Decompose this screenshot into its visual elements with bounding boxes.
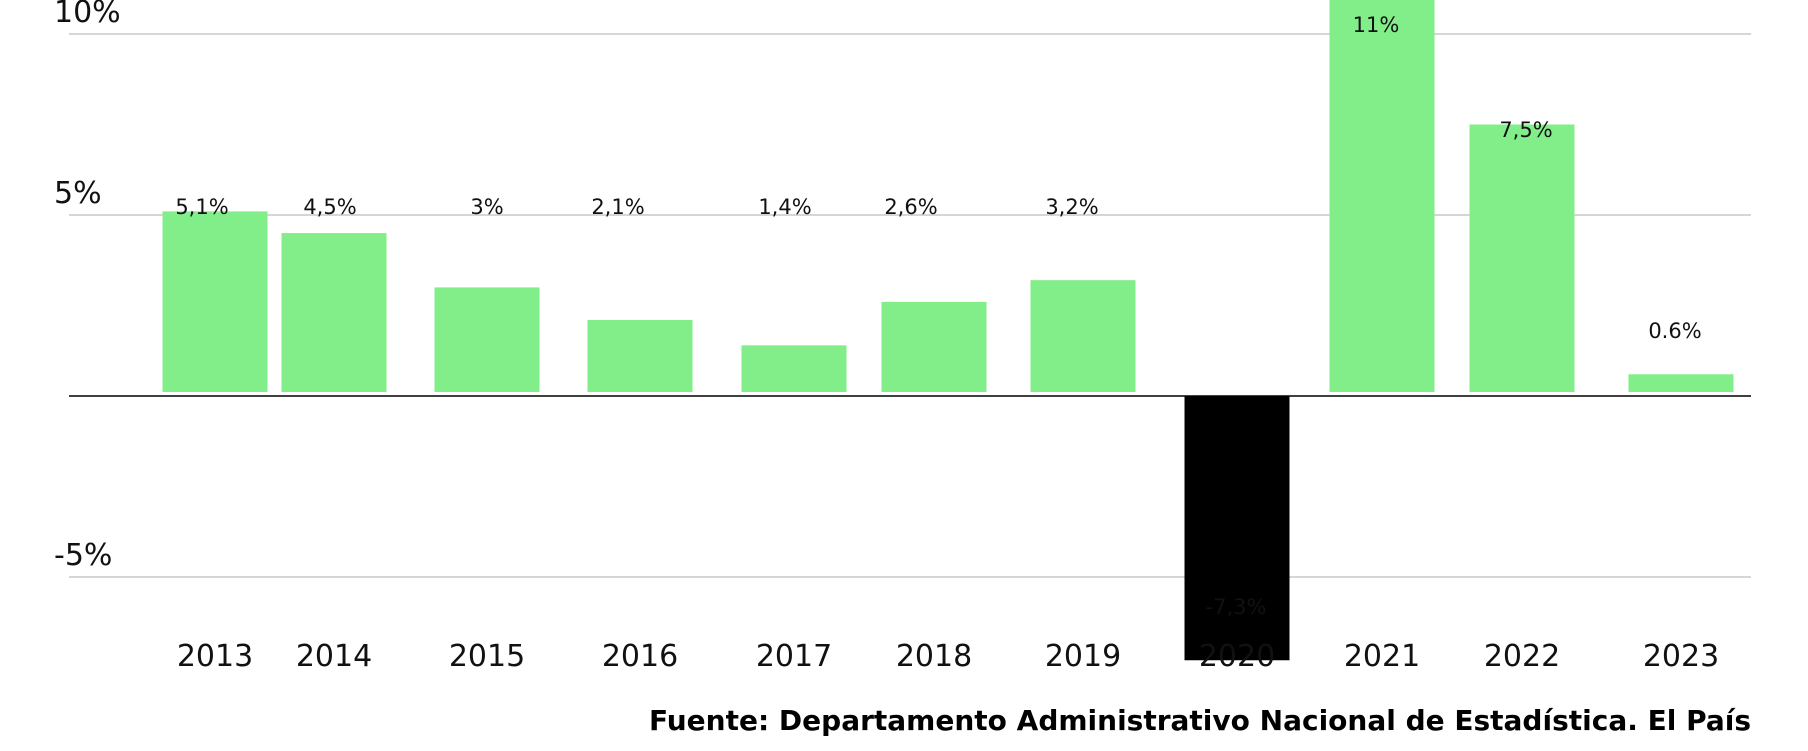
bar-2015 xyxy=(434,287,540,392)
source-note: Fuente: Departamento Administrativo Naci… xyxy=(649,704,1751,737)
data-label-2018: 2,6% xyxy=(884,195,937,219)
data-label-2014: 4,5% xyxy=(303,195,356,219)
x-tick-label: 2015 xyxy=(449,639,525,674)
y-tick-label: -5% xyxy=(54,538,112,573)
bar-2020 xyxy=(1184,396,1290,661)
bar-2023 xyxy=(1628,374,1734,392)
bar-2019 xyxy=(1030,280,1136,392)
x-tick-label: 2021 xyxy=(1344,639,1420,674)
x-tick-label: 2020 xyxy=(1199,639,1275,674)
data-label-2022: 7,5% xyxy=(1499,118,1552,142)
bar-2018 xyxy=(881,301,987,392)
y-tick-label: 10% xyxy=(54,0,121,30)
bar-2017 xyxy=(741,345,847,392)
bar-2021 xyxy=(1329,0,1435,393)
bar-2014 xyxy=(281,233,387,392)
bar-2016 xyxy=(587,319,693,392)
bar-2013 xyxy=(162,211,268,392)
x-tick-label: 2019 xyxy=(1045,639,1121,674)
x-tick-label: 2023 xyxy=(1643,639,1719,674)
x-axis-ticks: 2013 2014 2015 2016 2017 2018 2019 2020 2021 2022… xyxy=(177,639,1719,674)
x-tick-label: 2017 xyxy=(756,639,832,674)
data-label-2015: 3% xyxy=(470,195,503,219)
data-label-2016: 2,1% xyxy=(591,195,644,219)
x-tick-label: 2018 xyxy=(896,639,972,674)
x-tick-label: 2022 xyxy=(1484,639,1560,674)
x-tick-label: 2016 xyxy=(602,639,678,674)
data-label-2017: 1,4% xyxy=(758,195,811,219)
data-label-2013: 5,1% xyxy=(175,195,228,219)
bars xyxy=(162,0,1734,661)
x-tick-label: 2014 xyxy=(296,639,372,674)
x-tick-label: 2013 xyxy=(177,639,253,674)
bar-2022 xyxy=(1469,124,1575,392)
y-tick-label: 5% xyxy=(54,176,102,211)
data-label-2020: -7,3% xyxy=(1206,595,1267,619)
data-label-2023: 0.6% xyxy=(1648,319,1701,343)
data-labels: 5,1% 4,5% 3% 2,1% 1,4% 2,6% 3,2% -7,3% 11% 7,5% 0.… xyxy=(175,13,1701,619)
y-axis-ticks: 10% 5% -5% xyxy=(54,0,121,573)
data-label-2021: 11% xyxy=(1353,13,1400,37)
data-label-2019: 3,2% xyxy=(1045,195,1098,219)
